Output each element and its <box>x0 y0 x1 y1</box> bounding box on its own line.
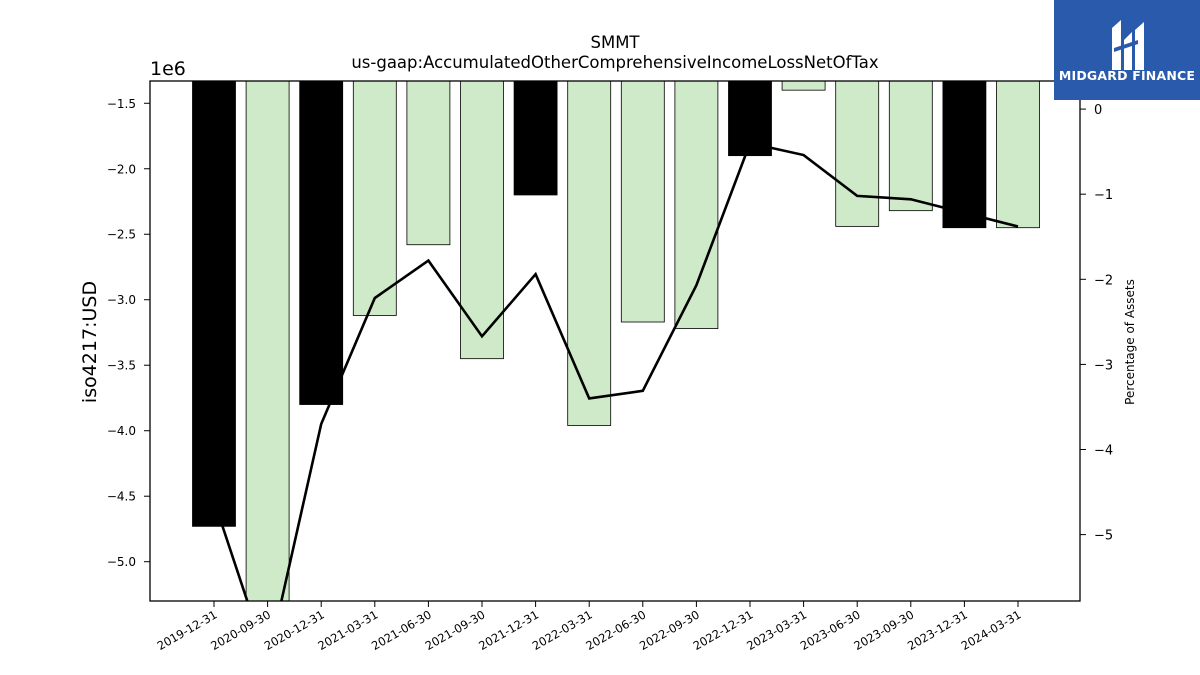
y2-tick-label: −3 <box>1094 358 1113 373</box>
bar <box>192 80 236 527</box>
x-tick-label: 2021-09-30 <box>423 607 488 653</box>
bar <box>620 80 665 323</box>
bar <box>406 80 451 246</box>
y2-tick-label: −5 <box>1094 529 1113 544</box>
x-axis-ticks: 2019-12-312020-09-302020-12-312021-03-31… <box>155 601 1024 653</box>
y2-tick-label: −1 <box>1094 188 1113 203</box>
y-tick-label: −4.0 <box>107 424 136 438</box>
y-tick-label: −2.0 <box>107 162 136 176</box>
plot-frame <box>149 80 1081 602</box>
y2-tick-label: 0 <box>1094 103 1102 118</box>
line-layer <box>212 141 1019 601</box>
y-axis-ticks: −1.5 −2.0 −2.5 −3.0 −3.5 −4.0 −4.5 −5.0 <box>107 97 150 569</box>
bar <box>567 80 612 426</box>
bar <box>781 80 826 91</box>
y2-tick-label: −2 <box>1094 273 1113 288</box>
bar <box>460 80 504 360</box>
x-tick-label: 2022-12-31 <box>691 607 756 653</box>
bar <box>245 80 290 602</box>
x-tick-label: 2023-12-31 <box>905 607 970 653</box>
y-tick-label: −1.5 <box>107 97 136 111</box>
bar <box>835 80 880 227</box>
x-tick-label: 2023-09-30 <box>851 607 916 653</box>
y-tick-label: −3.0 <box>107 293 136 307</box>
y-tick-label: −2.5 <box>107 228 136 242</box>
chart-title: SMMT <box>590 33 640 52</box>
x-tick-label: 2023-03-31 <box>744 607 809 653</box>
series-line <box>212 141 1019 601</box>
y2-axis-ticks: 0 −1 −2 −3 −4 −5 <box>1080 103 1113 544</box>
logo-mark-icon <box>1112 20 1144 70</box>
x-tick-label: 2022-09-30 <box>637 607 702 653</box>
chart-subtitle: us-gaap:AccumulatedOtherComprehensiveInc… <box>351 53 879 72</box>
x-tick-label: 2023-06-30 <box>798 607 863 653</box>
y-tick-label: −3.5 <box>107 359 136 373</box>
x-tick-label: 2021-03-31 <box>315 607 380 653</box>
bar <box>299 80 344 405</box>
x-tick-label: 2020-12-31 <box>262 607 327 653</box>
y2-axis-label: Percentage of Assets <box>1123 279 1137 405</box>
y-offset-label: 1e6 <box>150 58 186 80</box>
midgard-finance-logo: MIDGARD FINANCE <box>1054 0 1200 100</box>
x-tick-label: 2024-03-31 <box>959 607 1024 653</box>
logo-text: MIDGARD FINANCE <box>1058 68 1196 83</box>
x-tick-label: 2020-09-30 <box>208 607 273 653</box>
bar <box>888 80 933 212</box>
x-tick-label: 2022-03-31 <box>530 607 595 653</box>
bar <box>352 80 397 316</box>
bar <box>996 80 1040 229</box>
bar <box>674 80 719 329</box>
y-tick-label: −5.0 <box>107 555 136 569</box>
x-tick-label: 2019-12-31 <box>155 607 220 653</box>
x-tick-label: 2021-12-31 <box>476 607 541 653</box>
y-axis-label: iso4217:USD <box>79 281 101 403</box>
y2-tick-label: −4 <box>1094 444 1113 459</box>
y-tick-label: −4.5 <box>107 490 136 504</box>
bar <box>513 80 558 196</box>
bars-layer <box>192 80 1040 602</box>
x-tick-label: 2021-06-30 <box>369 607 434 653</box>
bar <box>942 80 987 229</box>
x-tick-label: 2022-06-30 <box>583 607 648 653</box>
